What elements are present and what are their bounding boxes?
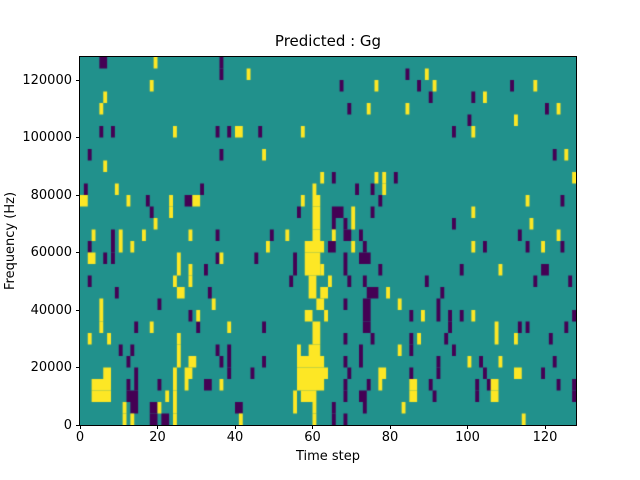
y-axis-label: Frequency (Hz) bbox=[3, 191, 18, 291]
x-tick-mark bbox=[544, 425, 546, 429]
y-tick-label: 100000 bbox=[22, 130, 72, 145]
x-tick-mark bbox=[467, 425, 468, 429]
x-tick-mark bbox=[234, 425, 236, 429]
x-tick-mark bbox=[312, 425, 313, 429]
x-tick-label: 120 bbox=[532, 430, 558, 445]
y-tick-label: 20000 bbox=[30, 360, 72, 375]
heatmap-canvas bbox=[80, 57, 576, 425]
x-tick-label: 100 bbox=[455, 430, 480, 445]
y-tick-mark bbox=[76, 137, 80, 138]
y-tick-label: 40000 bbox=[30, 302, 72, 318]
x-tick-mark bbox=[157, 425, 158, 429]
y-tick-mark bbox=[76, 367, 80, 368]
x-tick-label: 20 bbox=[149, 430, 166, 445]
y-tick-label: 0 bbox=[63, 417, 72, 433]
y-tick-label: 80000 bbox=[30, 187, 72, 203]
y-tick-mark bbox=[76, 309, 80, 311]
plot-area bbox=[80, 57, 576, 425]
y-tick-label: 120000 bbox=[22, 72, 72, 88]
x-axis-label: Time step bbox=[295, 449, 361, 464]
y-tick-mark bbox=[76, 424, 80, 426]
x-tick-label: 0 bbox=[75, 430, 85, 445]
x-tick-mark bbox=[389, 425, 391, 429]
chart-title: Predicted : Gg bbox=[274, 32, 382, 50]
x-tick-label: 40 bbox=[226, 430, 244, 445]
x-tick-label: 80 bbox=[381, 430, 399, 445]
x-tick-label: 60 bbox=[304, 430, 321, 445]
y-tick-mark bbox=[76, 252, 80, 253]
y-tick-label: 60000 bbox=[30, 245, 72, 260]
y-tick-mark bbox=[76, 79, 80, 81]
x-tick-mark bbox=[79, 425, 81, 429]
y-tick-mark bbox=[76, 194, 80, 196]
